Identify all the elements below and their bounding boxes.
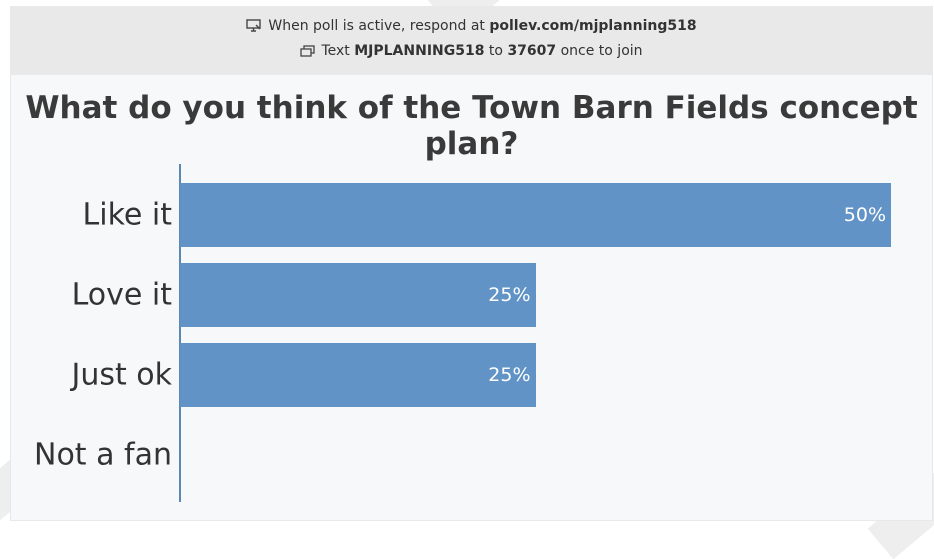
join-instructions-header: When poll is active, respond at pollev.c… bbox=[10, 6, 933, 75]
category-label: Love it bbox=[71, 277, 172, 313]
bar-value-label: 50% bbox=[843, 204, 886, 226]
message-icon bbox=[300, 45, 316, 61]
text-suffix: once to join bbox=[556, 43, 643, 59]
bar-value-label: 25% bbox=[488, 284, 531, 306]
text-prefix: Text bbox=[321, 43, 355, 59]
sms-number: 37607 bbox=[507, 43, 557, 59]
text-instruction: Text MJPLANNING518 to 37607 once to join bbox=[10, 43, 933, 61]
text-mid: to bbox=[484, 43, 508, 59]
join-code: MJPLANNING518 bbox=[354, 43, 485, 59]
poll-url[interactable]: pollev.com/mjplanning518 bbox=[489, 18, 697, 34]
category-label: Not a fan bbox=[34, 437, 172, 473]
screen-icon bbox=[246, 19, 262, 36]
chart-axis bbox=[179, 164, 181, 502]
category-label: Just ok bbox=[71, 357, 172, 393]
result-bar bbox=[180, 183, 891, 247]
bar-value-label: 25% bbox=[488, 364, 531, 386]
result-bar bbox=[180, 263, 536, 327]
category-label: Like it bbox=[82, 197, 172, 233]
poll-question: What do you think of the Town Barn Field… bbox=[25, 90, 918, 162]
respond-text: When poll is active, respond at bbox=[268, 18, 490, 34]
result-bar bbox=[180, 343, 536, 407]
results-bar-chart: Like it 50% Love it 25% Just ok 25% Not a fan bbox=[34, 164, 891, 502]
respond-instruction: When poll is active, respond at pollev.c… bbox=[10, 18, 933, 36]
